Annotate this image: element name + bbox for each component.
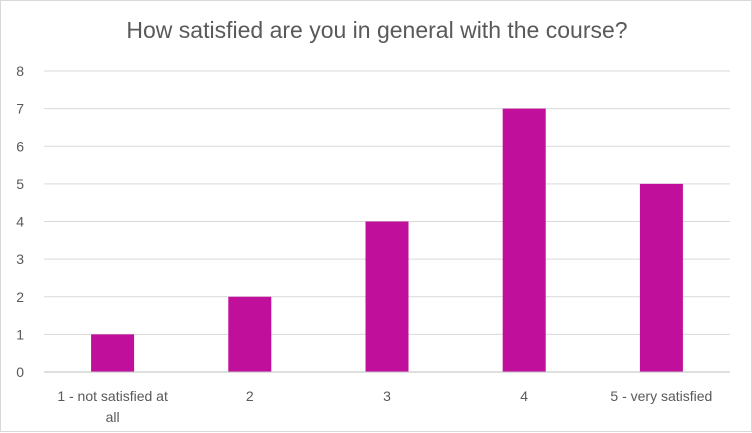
x-tick-label-line: 2: [246, 388, 254, 404]
bar: [639, 183, 683, 372]
x-tick-label-line: 4: [520, 388, 528, 404]
x-tick-label: 4: [520, 388, 528, 404]
x-tick-label: 5 - very satisfied: [610, 388, 712, 404]
x-tick-label-line: 5 - very satisfied: [610, 388, 712, 404]
bar: [365, 221, 409, 372]
bar: [228, 296, 272, 372]
y-tick-label: 4: [16, 214, 24, 230]
x-tick-label-line: 1 - not satisfied at: [57, 388, 168, 404]
x-tick-label-line: all: [106, 409, 120, 425]
x-tick-label: 2: [246, 388, 254, 404]
chart-title: How satisfied are you in general with th…: [126, 17, 627, 43]
y-tick-label: 2: [16, 289, 24, 305]
x-tick-label-line: 3: [383, 388, 391, 404]
y-tick-label: 0: [16, 364, 24, 380]
y-tick-label: 3: [16, 251, 24, 267]
y-axis-ticks: 0 1 2 3 4 5 6 7 8: [16, 63, 24, 380]
bar: [502, 108, 546, 372]
y-tick-label: 8: [16, 63, 24, 79]
x-axis-labels: 1 - not satisfied at all 2 3 4 5 - very satis…: [57, 388, 712, 425]
bars: [91, 108, 683, 372]
bar: [91, 334, 135, 372]
y-tick-label: 7: [16, 101, 24, 117]
y-tick-label: 6: [16, 138, 24, 154]
y-tick-label: 5: [16, 176, 24, 192]
y-tick-label: 1: [16, 326, 24, 342]
x-tick-label: 1 - not satisfied at all: [57, 388, 168, 425]
x-tick-label: 3: [383, 388, 391, 404]
